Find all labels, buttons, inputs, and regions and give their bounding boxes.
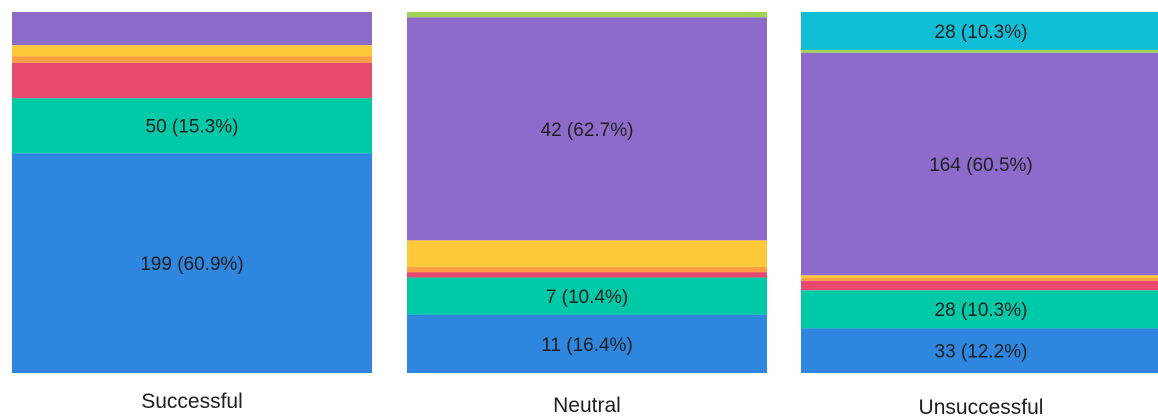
data-label-neutral-1: 7 (10.4%) xyxy=(546,287,628,308)
category-label-successful: Successful xyxy=(141,390,243,413)
bar-segment-unsuccessful-0 xyxy=(801,328,1158,373)
bar-segment-successful-3 xyxy=(12,56,372,63)
data-label-successful-1: 50 (15.3%) xyxy=(146,117,239,138)
bar-segment-unsuccessful-1 xyxy=(801,290,1158,329)
category-label-neutral: Neutral xyxy=(553,394,621,417)
category-label-unsuccessful: Unsuccessful xyxy=(919,396,1044,419)
bar-segment-successful-4 xyxy=(12,45,372,57)
bar-segment-successful-1 xyxy=(12,98,372,154)
bar-segment-unsuccessful-2 xyxy=(801,280,1158,291)
bar-segment-unsuccessful-7 xyxy=(801,12,1158,50)
data-label-neutral-5: 42 (62.7%) xyxy=(541,120,634,141)
segment-labels-layer: 199 (60.9%) 50 (15.3%) 11 (16.4%) 7 (10.4%)… xyxy=(140,22,1033,363)
bar-segment-unsuccessful-4 xyxy=(801,275,1158,278)
data-label-unsuccessful-7: 28 (10.3%) xyxy=(935,22,1028,43)
bar-segment-neutral-1 xyxy=(407,277,767,315)
bar-segment-successful-5 xyxy=(12,12,372,46)
bar-segment-neutral-5 xyxy=(407,17,767,241)
data-label-neutral-0: 11 (16.4%) xyxy=(541,335,633,356)
bar-segment-neutral-3 xyxy=(407,266,767,273)
bar-segment-unsuccessful-5 xyxy=(801,52,1158,276)
bar-segment-neutral-0 xyxy=(407,314,767,373)
bar-segment-successful-2 xyxy=(12,62,372,99)
data-label-unsuccessful-5: 164 (60.5%) xyxy=(929,155,1033,176)
bar-segment-neutral-4 xyxy=(407,240,767,267)
bar-segment-neutral-2 xyxy=(407,272,767,278)
bar-segment-successful-0 xyxy=(12,153,372,373)
category-labels-layer: Successful Neutral Unsuccessful xyxy=(141,390,1043,419)
bars-layer xyxy=(12,12,1158,373)
bar-segment-neutral-6 xyxy=(407,12,767,18)
data-label-successful-0: 199 (60.9%) xyxy=(140,254,244,275)
bar-segment-unsuccessful-3 xyxy=(801,278,1158,281)
data-label-unsuccessful-0: 33 (12.2%) xyxy=(935,342,1028,363)
data-label-unsuccessful-1: 28 (10.3%) xyxy=(935,300,1028,321)
bar-segment-unsuccessful-6 xyxy=(801,50,1158,53)
